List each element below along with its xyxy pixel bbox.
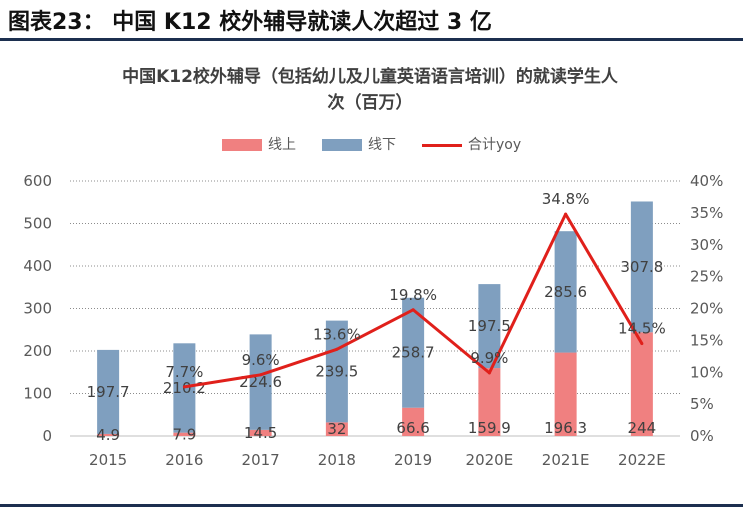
bar-offline: [630, 201, 653, 333]
yoy-point: [335, 347, 339, 351]
data-label-offline: 239.5: [315, 363, 358, 381]
data-label-yoy: 14.5%: [618, 320, 666, 338]
legend-swatch-online: [222, 139, 262, 151]
x-tick-label: 2020E: [466, 451, 514, 469]
y-left-tick-label: 300: [23, 300, 52, 318]
y-right-tick-label: 15%: [690, 331, 723, 349]
y-left-tick-label: 400: [23, 257, 52, 275]
x-tick-label: 2019: [394, 451, 432, 469]
footer-rule: [0, 504, 743, 507]
y-left-tick-label: 200: [23, 342, 52, 360]
y-right-tick-label: 10%: [690, 363, 723, 381]
y-right-tick-label: 0%: [690, 427, 714, 445]
data-label-yoy: 13.6%: [313, 325, 361, 343]
x-tick-label: 2018: [318, 451, 356, 469]
x-tick-label: 2015: [89, 451, 127, 469]
y-left-tick-label: 0: [42, 427, 52, 445]
x-tick-label: 2017: [242, 451, 280, 469]
bar-online: [325, 422, 348, 436]
legend-label-online: 线上: [268, 137, 296, 153]
x-tick-label: 2022E: [618, 451, 666, 469]
bar-offline: [478, 284, 501, 369]
bar-offline: [249, 334, 272, 430]
data-label-online: 244: [628, 419, 657, 437]
data-label-online: 32: [327, 420, 346, 438]
figure-title: 图表23： 中国 K12 校外辅导就读人次超过 3 亿: [8, 10, 492, 35]
yoy-point: [564, 212, 568, 216]
figure-header: 图表23： 中国 K12 校外辅导就读人次超过 3 亿: [0, 0, 743, 41]
data-label-online: 66.6: [396, 419, 429, 437]
yoy-point: [411, 308, 415, 312]
data-label-yoy: 9.6%: [242, 351, 280, 369]
legend-swatch-offline: [322, 139, 362, 151]
y-right-tick-label: 30%: [690, 236, 723, 254]
y-left-tick-label: 500: [23, 215, 52, 233]
data-label-online: 196.3: [544, 419, 587, 437]
bar-online: [478, 368, 501, 436]
legend-swatch-yoy: [422, 144, 462, 147]
bar-online: [249, 429, 272, 436]
bar-offline: [402, 297, 425, 408]
data-label-online: 159.9: [468, 419, 511, 437]
legend-label-yoy: 合计yoy: [468, 137, 522, 153]
data-label-offline: 307.8: [620, 258, 663, 276]
chart-title-line-1: 中国K12校外辅导（包括幼儿及儿童英语语言培训）的就读学生人: [122, 67, 618, 87]
data-label-online: 14.5: [244, 424, 277, 442]
header-rule: [0, 38, 743, 41]
bar-offline: [554, 231, 577, 353]
bar-online: [402, 407, 425, 436]
y-right-tick-label: 35%: [690, 204, 723, 222]
y-right-tick-label: 5%: [690, 395, 714, 413]
bar-online: [554, 352, 577, 436]
yoy-point: [640, 342, 644, 346]
data-label-online: 4.9: [96, 426, 120, 444]
data-label-online: 7.9: [172, 425, 196, 443]
x-tick-label: 2016: [165, 451, 203, 469]
y-right-tick-label: 20%: [690, 300, 723, 318]
x-tick-label: 2021E: [542, 451, 590, 469]
y-right-tick-label: 25%: [690, 268, 723, 286]
data-label-yoy: 19.8%: [389, 286, 437, 304]
y-right-tick-label: 40%: [690, 172, 723, 190]
legend-label-offline: 线下: [368, 137, 396, 153]
data-label-offline: 258.7: [392, 344, 435, 362]
y-left-tick-label: 100: [23, 385, 52, 403]
data-label-offline: 285.6: [544, 283, 587, 301]
data-label-offline: 197.7: [87, 383, 130, 401]
yoy-point: [487, 371, 491, 375]
data-label-yoy: 7.7%: [165, 363, 203, 381]
data-label-yoy: 9.9%: [470, 349, 508, 367]
chart-title-line-2: 次（百万）: [327, 93, 413, 113]
bar-online: [97, 433, 120, 436]
yoy-point: [182, 385, 186, 389]
bar-offline: [97, 349, 120, 434]
data-label-offline: 197.5: [468, 317, 511, 335]
bar-online: [630, 332, 653, 436]
data-label-yoy: 34.8%: [542, 190, 590, 208]
yoy-point: [259, 373, 263, 377]
bar-online: [173, 432, 196, 436]
chart-legend: 线上 线下 合计yoy: [0, 135, 743, 155]
y-left-tick-label: 600: [23, 172, 52, 190]
